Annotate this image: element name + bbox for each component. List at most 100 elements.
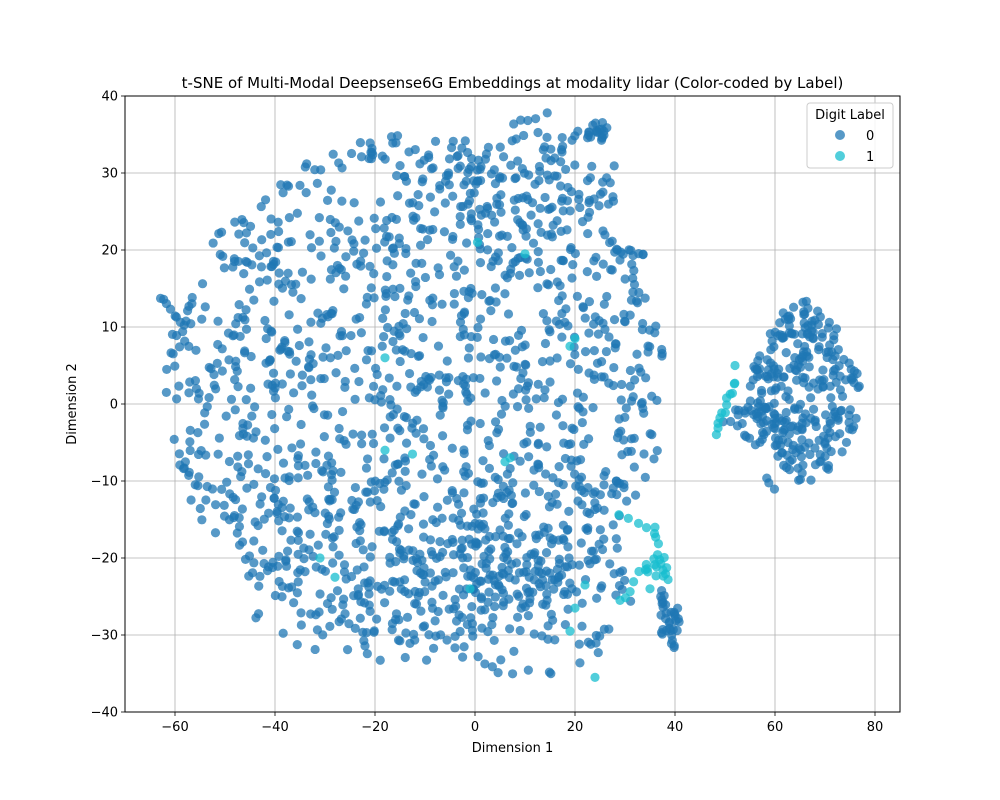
scatter-point-label-0 — [520, 359, 530, 369]
scatter-point-label-0 — [327, 495, 337, 505]
scatter-point-label-0 — [542, 132, 552, 143]
scatter-point-label-0 — [376, 390, 386, 401]
scatter-point-label-0 — [248, 243, 258, 253]
scatter-point-label-0 — [543, 280, 554, 290]
x-tick-label: 0 — [471, 720, 479, 735]
scatter-point-label-0 — [468, 631, 478, 641]
scatter-point-label-0 — [577, 500, 587, 510]
scatter-point-label-0 — [583, 523, 593, 533]
scatter-point-label-0 — [493, 248, 503, 258]
scatter-point-label-0 — [262, 275, 272, 285]
scatter-point-label-0 — [325, 621, 335, 631]
scatter-point-label-0 — [549, 171, 560, 181]
scatter-point-label-0 — [459, 265, 469, 275]
scatter-point-label-0 — [639, 449, 649, 459]
scatter-point-label-1 — [634, 566, 644, 577]
scatter-point-label-1 — [505, 453, 515, 463]
scatter-point-label-0 — [770, 433, 781, 443]
scatter-point-label-0 — [213, 316, 223, 326]
scatter-point-label-1 — [570, 333, 580, 344]
scatter-point-label-0 — [574, 194, 584, 204]
scatter-point-label-0 — [475, 314, 486, 324]
scatter-point-label-0 — [454, 610, 464, 620]
scatter-point-label-0 — [337, 406, 348, 417]
scatter-point-label-0 — [238, 312, 248, 322]
scatter-point-label-0 — [491, 532, 501, 542]
scatter-point-label-0 — [770, 441, 780, 451]
scatter-point-label-0 — [606, 264, 616, 275]
scatter-point-label-0 — [491, 297, 501, 307]
scatter-point-label-0 — [410, 277, 421, 287]
scatter-point-label-0 — [273, 444, 283, 454]
scatter-point-label-0 — [293, 577, 303, 587]
scatter-point-label-0 — [810, 417, 820, 427]
legend-label-0: 0 — [866, 129, 874, 144]
scatter-point-label-0 — [385, 394, 395, 405]
scatter-point-label-0 — [462, 238, 472, 248]
scatter-point-label-0 — [563, 604, 573, 614]
scatter-point-label-0 — [362, 454, 373, 464]
scatter-point-label-0 — [839, 354, 849, 365]
scatter-point-label-0 — [798, 297, 808, 307]
scatter-point-label-0 — [268, 368, 279, 378]
scatter-point-label-0 — [534, 530, 544, 540]
scatter-point-label-0 — [599, 299, 609, 309]
scatter-point-label-0 — [622, 496, 632, 506]
scatter-point-label-0 — [447, 486, 457, 496]
scatter-point-label-0 — [505, 463, 515, 474]
scatter-point-label-0 — [572, 291, 582, 301]
scatter-point-label-0 — [393, 423, 403, 433]
scatter-point-label-0 — [379, 331, 389, 342]
scatter-point-label-0 — [595, 525, 605, 535]
scatter-point-label-0 — [793, 463, 803, 473]
scatter-point-label-0 — [612, 543, 622, 553]
scatter-point-label-0 — [225, 489, 235, 499]
scatter-point-label-0 — [591, 252, 601, 262]
scatter-point-label-0 — [415, 240, 426, 250]
scatter-point-label-0 — [524, 268, 534, 278]
scatter-point-label-1 — [625, 586, 635, 597]
scatter-point-label-0 — [280, 276, 290, 286]
scatter-point-label-0 — [424, 375, 435, 385]
scatter-point-label-0 — [427, 316, 437, 327]
scatter-point-label-0 — [185, 437, 195, 447]
scatter-point-label-0 — [543, 204, 554, 215]
scatter-point-label-0 — [320, 508, 330, 518]
scatter-point-label-0 — [444, 389, 454, 399]
scatter-point-label-0 — [311, 458, 321, 469]
scatter-point-label-0 — [414, 314, 425, 324]
scatter-point-label-0 — [269, 296, 279, 306]
scatter-point-label-0 — [308, 358, 318, 369]
scatter-point-label-0 — [797, 435, 807, 445]
scatter-point-label-0 — [563, 542, 573, 552]
scatter-point-label-0 — [757, 388, 767, 398]
scatter-point-label-0 — [488, 497, 498, 508]
scatter-point-label-0 — [288, 287, 298, 297]
scatter-point-label-0 — [339, 567, 350, 577]
scatter-point-label-0 — [467, 601, 477, 612]
scatter-point-label-0 — [274, 516, 284, 526]
scatter-point-label-1 — [472, 237, 483, 247]
scatter-point-label-0 — [207, 484, 218, 494]
scatter-point-label-0 — [365, 261, 375, 271]
scatter-point-label-0 — [237, 466, 247, 477]
scatter-point-label-0 — [522, 552, 532, 563]
scatter-point-label-0 — [466, 416, 476, 426]
scatter-point-label-0 — [465, 188, 475, 198]
scatter-point-label-0 — [388, 284, 398, 294]
scatter-point-label-0 — [591, 638, 601, 648]
scatter-point-label-0 — [478, 456, 488, 466]
scatter-point-label-0 — [453, 375, 463, 386]
scatter-point-label-0 — [325, 353, 335, 363]
scatter-point-label-0 — [289, 388, 299, 398]
scatter-point-label-0 — [425, 192, 435, 202]
scatter-point-label-0 — [652, 395, 662, 405]
scatter-point-label-0 — [214, 433, 224, 443]
scatter-point-label-0 — [540, 338, 551, 349]
scatter-point-label-0 — [523, 665, 533, 675]
scatter-point-label-0 — [433, 341, 444, 351]
scatter-point-label-0 — [362, 292, 372, 302]
scatter-point-label-0 — [575, 658, 585, 668]
scatter-point-label-0 — [598, 259, 608, 269]
scatter-point-label-0 — [459, 467, 469, 477]
